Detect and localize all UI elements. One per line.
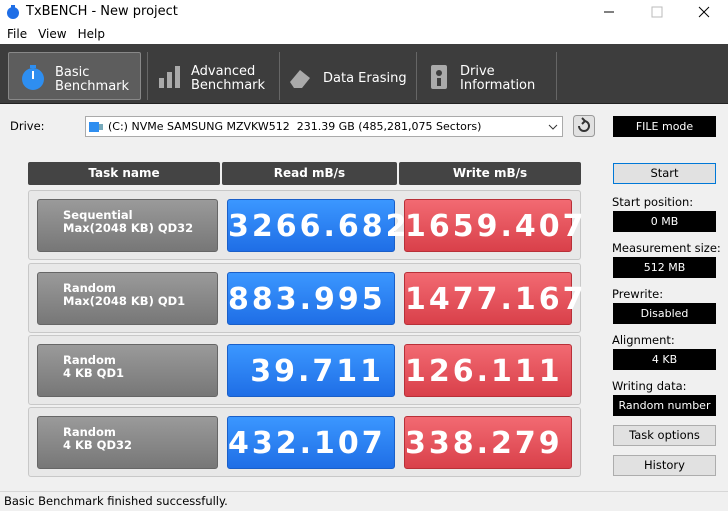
setting-label: Alignment: bbox=[612, 333, 675, 347]
title-bar: TxBENCH - New project bbox=[0, 0, 728, 24]
tab-label: Data Erasing bbox=[323, 71, 407, 86]
read-value: 39.711 bbox=[227, 344, 395, 397]
drive-selection: (C:) NVMe SAMSUNG MZVKW512 231.39 GB (48… bbox=[108, 120, 482, 133]
task-line: Sequential bbox=[63, 208, 133, 222]
setting-label: Start position: bbox=[612, 195, 694, 209]
tab-label: Advanced bbox=[191, 64, 256, 79]
column-header: Write mB/s bbox=[399, 162, 581, 185]
result-row: Random 4 KB QD32 432.107 338.279 bbox=[28, 407, 581, 477]
status-bar: Basic Benchmark finished successfully. bbox=[0, 491, 728, 511]
menu-item[interactable]: Help bbox=[77, 27, 105, 41]
write-value: 338.279 bbox=[404, 416, 572, 469]
tab-label: Benchmark bbox=[55, 79, 130, 94]
app-icon bbox=[7, 5, 19, 19]
refresh-button[interactable] bbox=[573, 115, 595, 137]
window-title: TxBENCH - New project bbox=[26, 4, 178, 19]
column-header: Task name bbox=[28, 162, 220, 185]
drive-select[interactable]: (C:) NVMe SAMSUNG MZVKW512 231.39 GB (48… bbox=[85, 116, 563, 137]
setting-value[interactable]: 0 MB bbox=[613, 211, 716, 232]
tab-label: Basic bbox=[55, 65, 90, 80]
result-row: Random 4 KB QD1 39.711 126.111 bbox=[28, 335, 581, 405]
task-name: Random Max(2048 KB) QD1 bbox=[37, 272, 218, 325]
read-value: 3266.682 bbox=[227, 199, 407, 252]
setting-value[interactable]: Disabled bbox=[613, 303, 716, 324]
setting-value[interactable]: Random number bbox=[613, 395, 716, 416]
window-controls[interactable] bbox=[600, 4, 720, 20]
drive-label: Drive: bbox=[10, 119, 45, 133]
start-button[interactable]: Start bbox=[613, 163, 716, 184]
menu-item[interactable]: File bbox=[7, 27, 28, 41]
mode-indicator: FILE mode bbox=[613, 116, 716, 137]
tab-label: Drive bbox=[460, 64, 495, 79]
menu-bar: File View Help bbox=[0, 24, 728, 44]
task-name: Sequential Max(2048 KB) QD32 bbox=[37, 199, 218, 252]
task-line: Max(2048 KB) QD1 bbox=[63, 294, 186, 308]
setting-label: Prewrite: bbox=[612, 287, 664, 301]
task-name: Random 4 KB QD1 bbox=[37, 344, 218, 397]
write-value: 126.111 bbox=[404, 344, 572, 397]
toolbar: Basic Benchmark Advanced Benchmark Data Er… bbox=[0, 44, 728, 104]
setting-label: Writing data: bbox=[612, 379, 687, 393]
result-row: Sequential Max(2048 KB) QD32 3266.682 165… bbox=[28, 190, 584, 260]
tab-advanced[interactable]: Advanced Benchmark bbox=[150, 52, 275, 100]
tab-basic[interactable]: Basic Benchmark bbox=[8, 52, 141, 100]
tab-erasing[interactable]: Data Erasing bbox=[282, 52, 412, 100]
task-line: Random bbox=[63, 425, 116, 439]
write-value: 1659.407 bbox=[404, 199, 584, 252]
task-line: Random bbox=[63, 353, 116, 367]
setting-value[interactable]: 512 MB bbox=[613, 257, 716, 278]
tab-label: Benchmark bbox=[191, 78, 266, 93]
read-value: 432.107 bbox=[227, 416, 395, 469]
task-line: 4 KB QD32 bbox=[63, 438, 133, 452]
write-value: 1477.167 bbox=[404, 272, 584, 325]
result-row: Random Max(2048 KB) QD1 883.995 1477.167 bbox=[28, 263, 584, 333]
task-name: Random 4 KB QD32 bbox=[37, 416, 218, 469]
read-value: 883.995 bbox=[227, 272, 395, 325]
task-options-button[interactable]: Task options bbox=[613, 425, 716, 446]
column-header: Read mB/s bbox=[222, 162, 397, 185]
task-line: 4 KB QD1 bbox=[63, 366, 125, 380]
menu-item[interactable]: View bbox=[38, 27, 67, 41]
setting-value[interactable]: 4 KB bbox=[613, 349, 716, 370]
tab-drive-info[interactable]: Drive Information bbox=[419, 52, 554, 100]
task-line: Random bbox=[63, 281, 116, 295]
tab-label: Information bbox=[460, 78, 536, 93]
history-button[interactable]: History bbox=[613, 455, 716, 476]
task-line: Max(2048 KB) QD32 bbox=[63, 221, 194, 235]
setting-label: Measurement size: bbox=[612, 241, 721, 255]
